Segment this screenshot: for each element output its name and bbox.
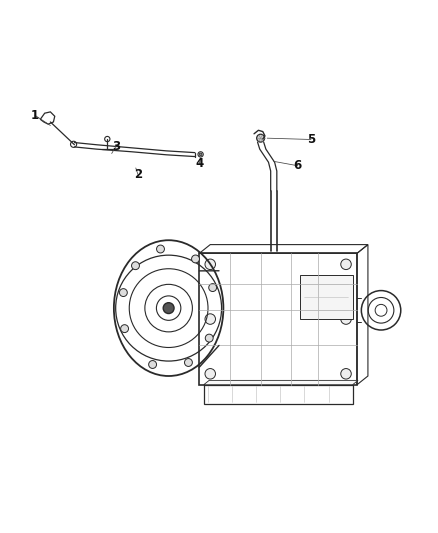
Circle shape xyxy=(199,153,202,156)
Circle shape xyxy=(156,245,164,253)
Circle shape xyxy=(205,368,215,379)
Text: 2: 2 xyxy=(134,168,142,181)
Circle shape xyxy=(191,255,199,263)
Text: 4: 4 xyxy=(195,157,203,170)
Circle shape xyxy=(341,259,351,270)
Circle shape xyxy=(341,368,351,379)
Circle shape xyxy=(163,303,174,313)
Circle shape xyxy=(205,334,213,342)
Circle shape xyxy=(120,289,127,296)
Polygon shape xyxy=(300,275,353,319)
Polygon shape xyxy=(204,381,358,385)
Circle shape xyxy=(205,259,215,270)
Circle shape xyxy=(209,284,217,292)
Circle shape xyxy=(120,325,128,333)
Circle shape xyxy=(341,314,351,324)
Circle shape xyxy=(205,314,215,324)
Circle shape xyxy=(257,134,265,142)
Circle shape xyxy=(184,359,192,366)
Circle shape xyxy=(131,262,139,270)
Text: 5: 5 xyxy=(307,133,315,146)
Circle shape xyxy=(148,360,156,368)
Text: 3: 3 xyxy=(112,140,120,152)
Text: 6: 6 xyxy=(294,159,302,172)
Text: 1: 1 xyxy=(31,109,39,122)
